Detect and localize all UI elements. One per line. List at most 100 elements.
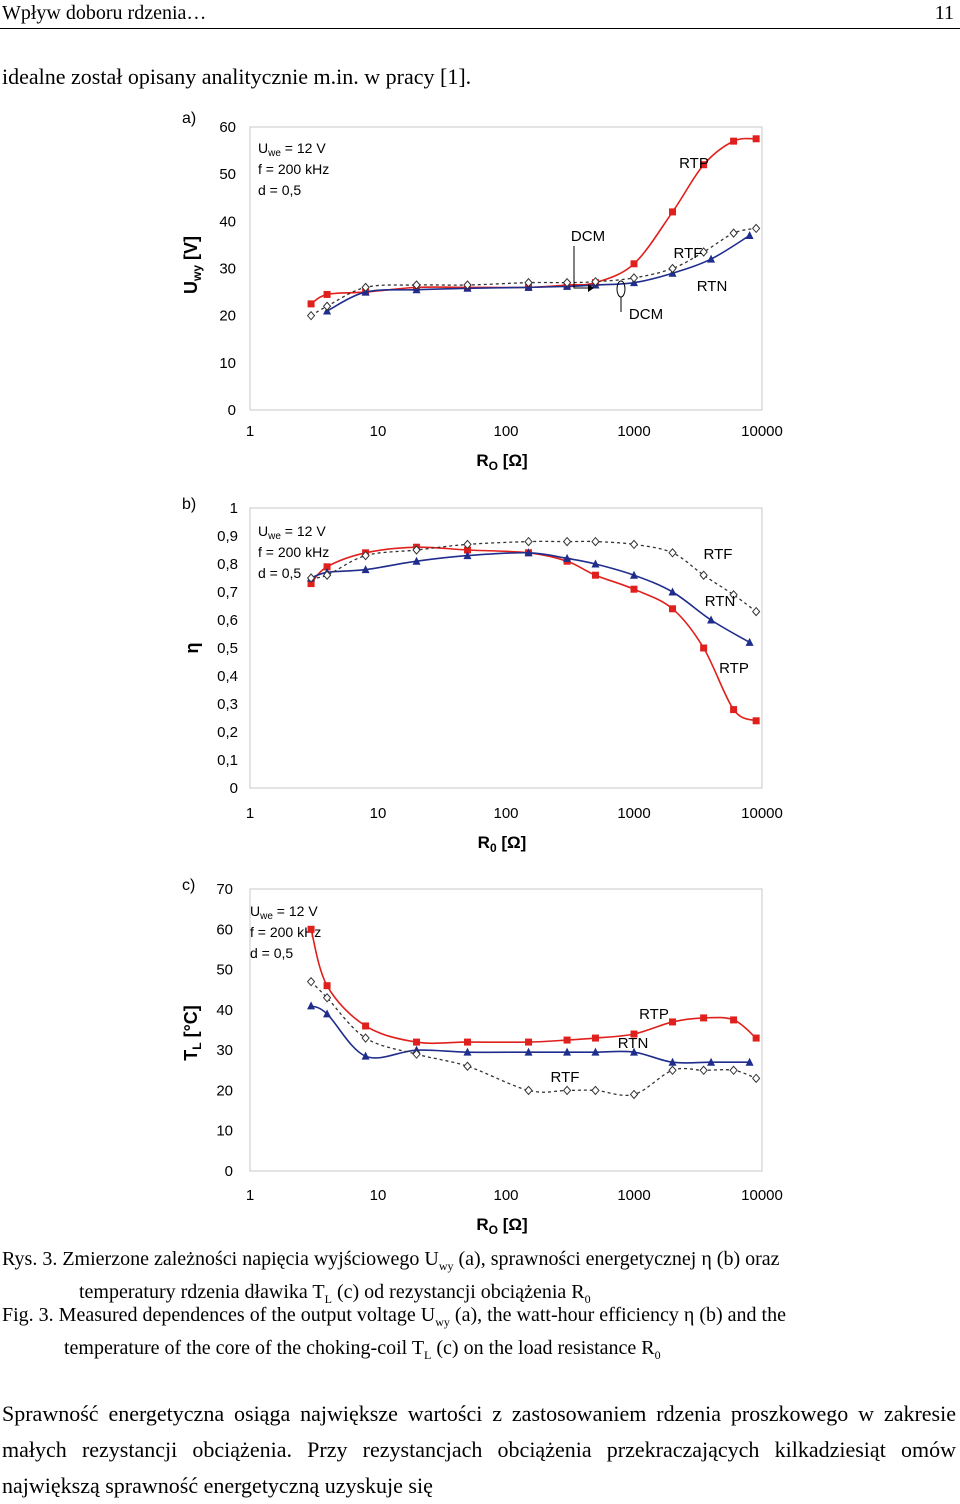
- data-point-rtp: [413, 1038, 421, 1046]
- series-line-rtf: [310, 981, 757, 1096]
- data-point-rtp: [591, 571, 599, 579]
- y-tick-label: 60: [219, 119, 236, 136]
- series-line-rtn: [310, 551, 750, 644]
- condition-duty: d = 0,5: [258, 565, 301, 581]
- y-axis-label: η: [182, 643, 202, 654]
- data-point-rtp: [323, 982, 331, 990]
- data-point-rtf: [629, 539, 639, 550]
- data-point-rtn: [707, 1057, 716, 1066]
- data-point-rtf: [361, 1033, 370, 1043]
- data-point-rtf: [412, 1049, 421, 1059]
- data-point-rtn: [630, 570, 638, 579]
- data-point-rtn: [745, 1057, 754, 1066]
- annotation-dcm-upper: DCM: [571, 228, 605, 245]
- series-line-rtp: [310, 929, 757, 1045]
- plot-frame: [249, 126, 763, 411]
- data-point-rtf: [412, 545, 421, 555]
- data-point-rtf: [361, 550, 370, 561]
- data-point-rtf: [524, 1085, 533, 1096]
- data-point-rtf: [463, 539, 472, 550]
- data-point-rtf: [591, 276, 600, 287]
- caption-pl: Rys. 3. Zmierzone zależności napięcia wy…: [2, 1246, 780, 1312]
- x-tick-label: 1: [246, 1187, 254, 1204]
- data-point-rtp: [630, 585, 638, 593]
- data-point-rtf: [361, 282, 370, 293]
- panel-label: a): [182, 110, 196, 127]
- data-point-rtp: [307, 300, 315, 308]
- annotation-dcm-leader: [573, 246, 588, 289]
- data-point-rtf: [524, 536, 533, 547]
- body-paragraph: Sprawność energetyczna osiąga największe…: [2, 1401, 956, 1498]
- running-title: Wpływ doboru rdzenia…: [2, 2, 207, 24]
- x-tick-label: 100: [493, 805, 518, 822]
- data-point-rtn: [630, 1047, 638, 1056]
- plot-frame: [249, 888, 763, 1172]
- data-point-rtp: [463, 546, 471, 554]
- series-line-rtf: [310, 540, 757, 613]
- series-label-rtn: RTN: [618, 1035, 649, 1052]
- data-point-rtn: [361, 565, 370, 574]
- data-point-rtp: [323, 290, 331, 298]
- x-tick-label: 1000: [617, 805, 650, 822]
- data-point-rtn: [591, 559, 600, 568]
- data-point-rtf: [463, 1061, 472, 1072]
- panel-label: b): [182, 496, 196, 513]
- x-tick-label: 1000: [617, 1187, 650, 1204]
- data-point-rtf: [729, 590, 738, 600]
- data-point-rtn: [524, 1047, 533, 1056]
- y-tick-label: 0,4: [217, 668, 238, 685]
- data-point-rtn: [412, 556, 421, 565]
- data-point-rtn: [463, 551, 472, 560]
- x-tick-label: 10000: [741, 805, 783, 822]
- data-point-rtf: [629, 273, 639, 283]
- data-point-rtf: [306, 976, 316, 987]
- intro-text: idealne został opisany analitycznie m.in…: [2, 64, 472, 89]
- panel-label: c): [182, 877, 195, 894]
- condition-voltage: Uwe = 12 V: [250, 903, 318, 922]
- y-tick-label: 30: [219, 261, 236, 278]
- caption-en-line2: temperature of the core of the choking-c…: [64, 1337, 661, 1362]
- x-tick-label: 100: [493, 1187, 518, 1204]
- data-point-rtn: [307, 1001, 316, 1010]
- y-tick-label: 0: [225, 1163, 233, 1180]
- y-tick-label: 50: [216, 962, 233, 979]
- chart-panel-b: b) 10,90,80,70,60,50,40,30,20,101 10 100 100…: [182, 496, 783, 855]
- data-point-rtp: [752, 717, 760, 725]
- series-label-rtf: RTF: [551, 1069, 580, 1086]
- data-point-rtn: [323, 1009, 332, 1018]
- data-point-rtp: [730, 706, 738, 714]
- data-point-rtp: [591, 1034, 599, 1042]
- data-point-rtf: [629, 1089, 639, 1100]
- data-point-rtf: [729, 1065, 738, 1076]
- data-point-rtp: [630, 1030, 638, 1038]
- data-point-rtp: [563, 1036, 571, 1044]
- data-point-rtf: [306, 573, 316, 583]
- data-point-rtp: [669, 208, 677, 216]
- x-axis-label: RO [Ω]: [476, 1215, 527, 1237]
- series-label-rtf: RTF: [704, 546, 733, 563]
- data-point-rtf: [562, 536, 572, 547]
- data-point-rtp: [525, 1038, 533, 1046]
- data-point-rtp: [307, 925, 315, 933]
- data-point-rtf: [668, 548, 677, 558]
- data-point-rtp: [362, 1022, 370, 1030]
- data-point-rtn: [745, 230, 754, 239]
- condition-duty: d = 0,5: [250, 945, 293, 961]
- condition-frequency: f = 200 kHz: [250, 924, 321, 940]
- y-axis-label: Uwy [V]: [181, 236, 204, 294]
- data-point-rtf: [322, 993, 332, 1003]
- data-point-rtn: [707, 615, 716, 624]
- y-tick-label: 30: [216, 1042, 233, 1059]
- data-point-rtf: [699, 570, 708, 580]
- data-point-rtf: [306, 310, 316, 321]
- data-point-rtp: [630, 260, 638, 268]
- caption-pl-line2: temperatury rdzenia dławika TL (c) od re…: [79, 1281, 591, 1306]
- condition-duty: d = 0,5: [258, 182, 301, 198]
- data-point-rtp: [730, 1016, 738, 1024]
- y-tick-label: 1: [230, 500, 238, 517]
- annotation-dcm-arrowhead: [588, 284, 594, 292]
- x-tick-label: 10000: [741, 423, 783, 440]
- y-tick-label: 0,9: [217, 528, 238, 545]
